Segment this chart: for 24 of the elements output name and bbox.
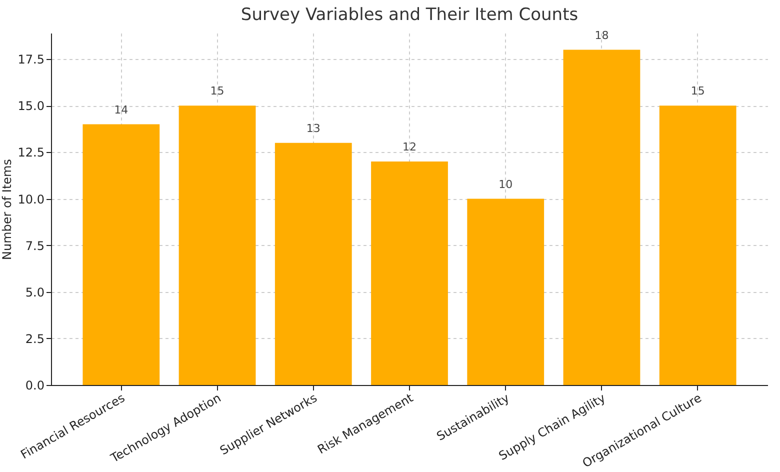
- y-tick-label: 12.5: [18, 146, 44, 160]
- data-label: 10: [498, 178, 513, 191]
- y-axis-title: Number of Items: [0, 159, 14, 260]
- y-tick-label: 15.0: [18, 99, 44, 114]
- bar: [563, 50, 640, 385]
- bar: [371, 162, 448, 385]
- chart-title: Survey Variables and Their Item Counts: [240, 4, 578, 25]
- y-tick-label: 17.5: [18, 52, 44, 67]
- data-label: 13: [306, 122, 320, 135]
- y-tick-label: 7.5: [25, 238, 44, 253]
- y-tick-label: 5.0: [25, 285, 44, 300]
- bar: [274, 142, 352, 385]
- data-label: 15: [690, 84, 705, 98]
- y-tick-label: 0.0: [25, 378, 44, 392]
- data-label: 14: [114, 103, 128, 116]
- bar: [659, 106, 736, 385]
- bar: [82, 124, 160, 385]
- data-label: 15: [210, 84, 224, 98]
- data-label: 18: [594, 28, 609, 42]
- data-label: 12: [402, 140, 416, 154]
- y-tick-label: 10.0: [18, 192, 44, 206]
- bar: [178, 106, 256, 385]
- bar: [467, 198, 544, 385]
- y-tick-label: 2.5: [25, 332, 44, 346]
